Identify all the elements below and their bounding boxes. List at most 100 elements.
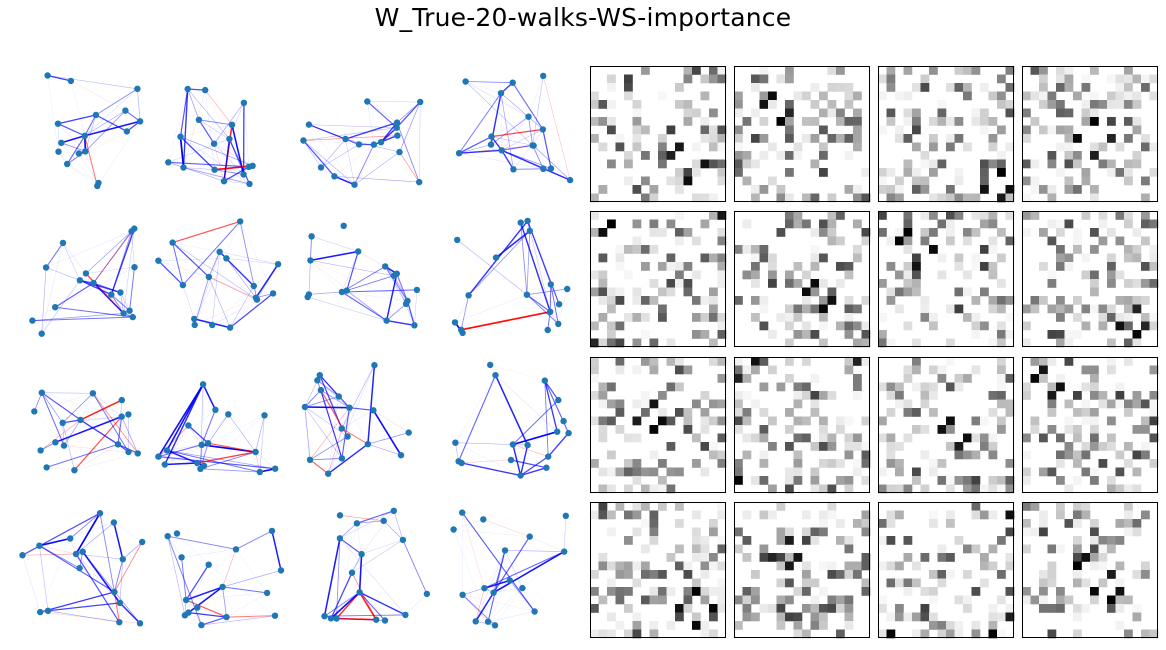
graph-edge	[198, 119, 230, 140]
matrix-cell	[1073, 408, 1082, 417]
matrix-cell	[717, 74, 727, 84]
matrix-cell	[1039, 228, 1048, 237]
matrix-cell	[598, 142, 608, 152]
matrix-cell	[785, 168, 794, 177]
graph-edge	[95, 114, 128, 132]
graph-edge	[459, 153, 544, 169]
graph-node	[131, 264, 138, 271]
matrix-cell	[819, 416, 828, 426]
matrix-cell	[607, 83, 616, 92]
matrix-cell	[827, 391, 837, 400]
graph-edge	[183, 90, 206, 168]
matrix-cell	[1030, 374, 1040, 383]
graph-node	[223, 255, 230, 262]
matrix-cell	[895, 612, 904, 622]
graph-edge	[61, 142, 98, 187]
matrix-cell	[751, 245, 760, 254]
matrix-cell	[649, 193, 659, 203]
matrix-cell	[886, 338, 896, 348]
matrix-cell	[1090, 374, 1099, 383]
matrix-cell	[878, 433, 887, 443]
graph-edges	[22, 512, 143, 624]
matrix-cell	[615, 365, 625, 375]
matrix-cell	[1124, 117, 1133, 126]
matrix-cell	[878, 536, 887, 545]
matrix-cell	[734, 365, 743, 375]
matrix-cell	[1056, 296, 1065, 305]
matrix-cell	[734, 374, 743, 383]
graph-edge	[85, 114, 97, 152]
graph-edge	[549, 284, 552, 312]
graph-node	[566, 176, 574, 184]
graph-edge	[334, 144, 375, 177]
matrix-cell	[785, 100, 794, 109]
matrix-cell	[980, 578, 989, 588]
matrix-cell	[954, 262, 964, 271]
matrix-cell	[827, 228, 837, 237]
graph-node	[492, 372, 499, 379]
matrix-cell	[658, 587, 667, 596]
matrix-cell	[590, 117, 599, 126]
matrix-cell	[878, 467, 887, 477]
matrix-cell	[649, 519, 659, 528]
graph-node	[510, 166, 517, 173]
matrix-cell	[1124, 629, 1133, 639]
matrix-cell	[1124, 296, 1133, 305]
matrix-cell	[1132, 74, 1142, 84]
matrix-cell	[802, 604, 811, 613]
graph-edge	[57, 114, 97, 125]
graph-node	[459, 591, 466, 598]
graph-edge	[213, 124, 233, 144]
graph-node	[541, 377, 548, 384]
graph-edge	[41, 267, 47, 334]
graph-node	[82, 270, 90, 277]
matrix-cell	[819, 561, 828, 571]
matrix-cell	[836, 211, 845, 220]
graph-edge	[194, 221, 241, 325]
matrix-cell	[1107, 595, 1116, 605]
matrix-cell	[632, 416, 642, 426]
matrix-cell	[1039, 100, 1048, 109]
matrix-cell	[692, 159, 701, 169]
graph-edge	[229, 285, 255, 328]
matrix-cell	[1030, 117, 1040, 126]
matrix-cell	[742, 365, 752, 375]
matrix-cell	[1098, 399, 1108, 409]
matrix-cell	[1005, 459, 1015, 468]
graph-edge	[327, 428, 343, 474]
matrix-cell	[997, 304, 1006, 314]
matrix-cell	[946, 476, 955, 485]
matrix-cell	[1030, 176, 1040, 186]
matrix-cell	[1141, 142, 1150, 152]
graph-node	[509, 79, 516, 86]
graph-node	[202, 86, 209, 94]
matrix-cell	[895, 459, 904, 468]
matrix-cell	[844, 544, 854, 554]
matrix-cell	[641, 245, 650, 254]
matrix-cell	[734, 357, 743, 366]
graph-node	[54, 120, 62, 127]
graph-edge	[41, 392, 122, 417]
matrix-cell	[700, 595, 710, 605]
matrix-cell	[827, 296, 837, 305]
matrix-cell	[810, 134, 820, 143]
matrix-cell	[819, 91, 828, 101]
matrix-cell	[980, 287, 989, 297]
graph-edge	[339, 537, 362, 555]
matrix-cell	[1141, 510, 1150, 520]
graph-edge	[194, 258, 227, 319]
matrix-cell	[1115, 236, 1125, 246]
matrix-cell	[946, 442, 955, 451]
matrix-cell	[971, 193, 981, 203]
matrix-cell	[819, 151, 828, 160]
matrix-cell	[853, 125, 862, 135]
graph-node	[277, 567, 285, 574]
matrix-cell	[717, 357, 727, 366]
matrix-cell	[946, 416, 955, 426]
matrix-cell	[1039, 83, 1048, 92]
matrix-cell	[819, 125, 828, 135]
matrix-cell	[1073, 296, 1082, 305]
graph-edge	[208, 251, 220, 278]
matrix-cell	[920, 612, 930, 622]
matrix-cell	[607, 382, 616, 392]
